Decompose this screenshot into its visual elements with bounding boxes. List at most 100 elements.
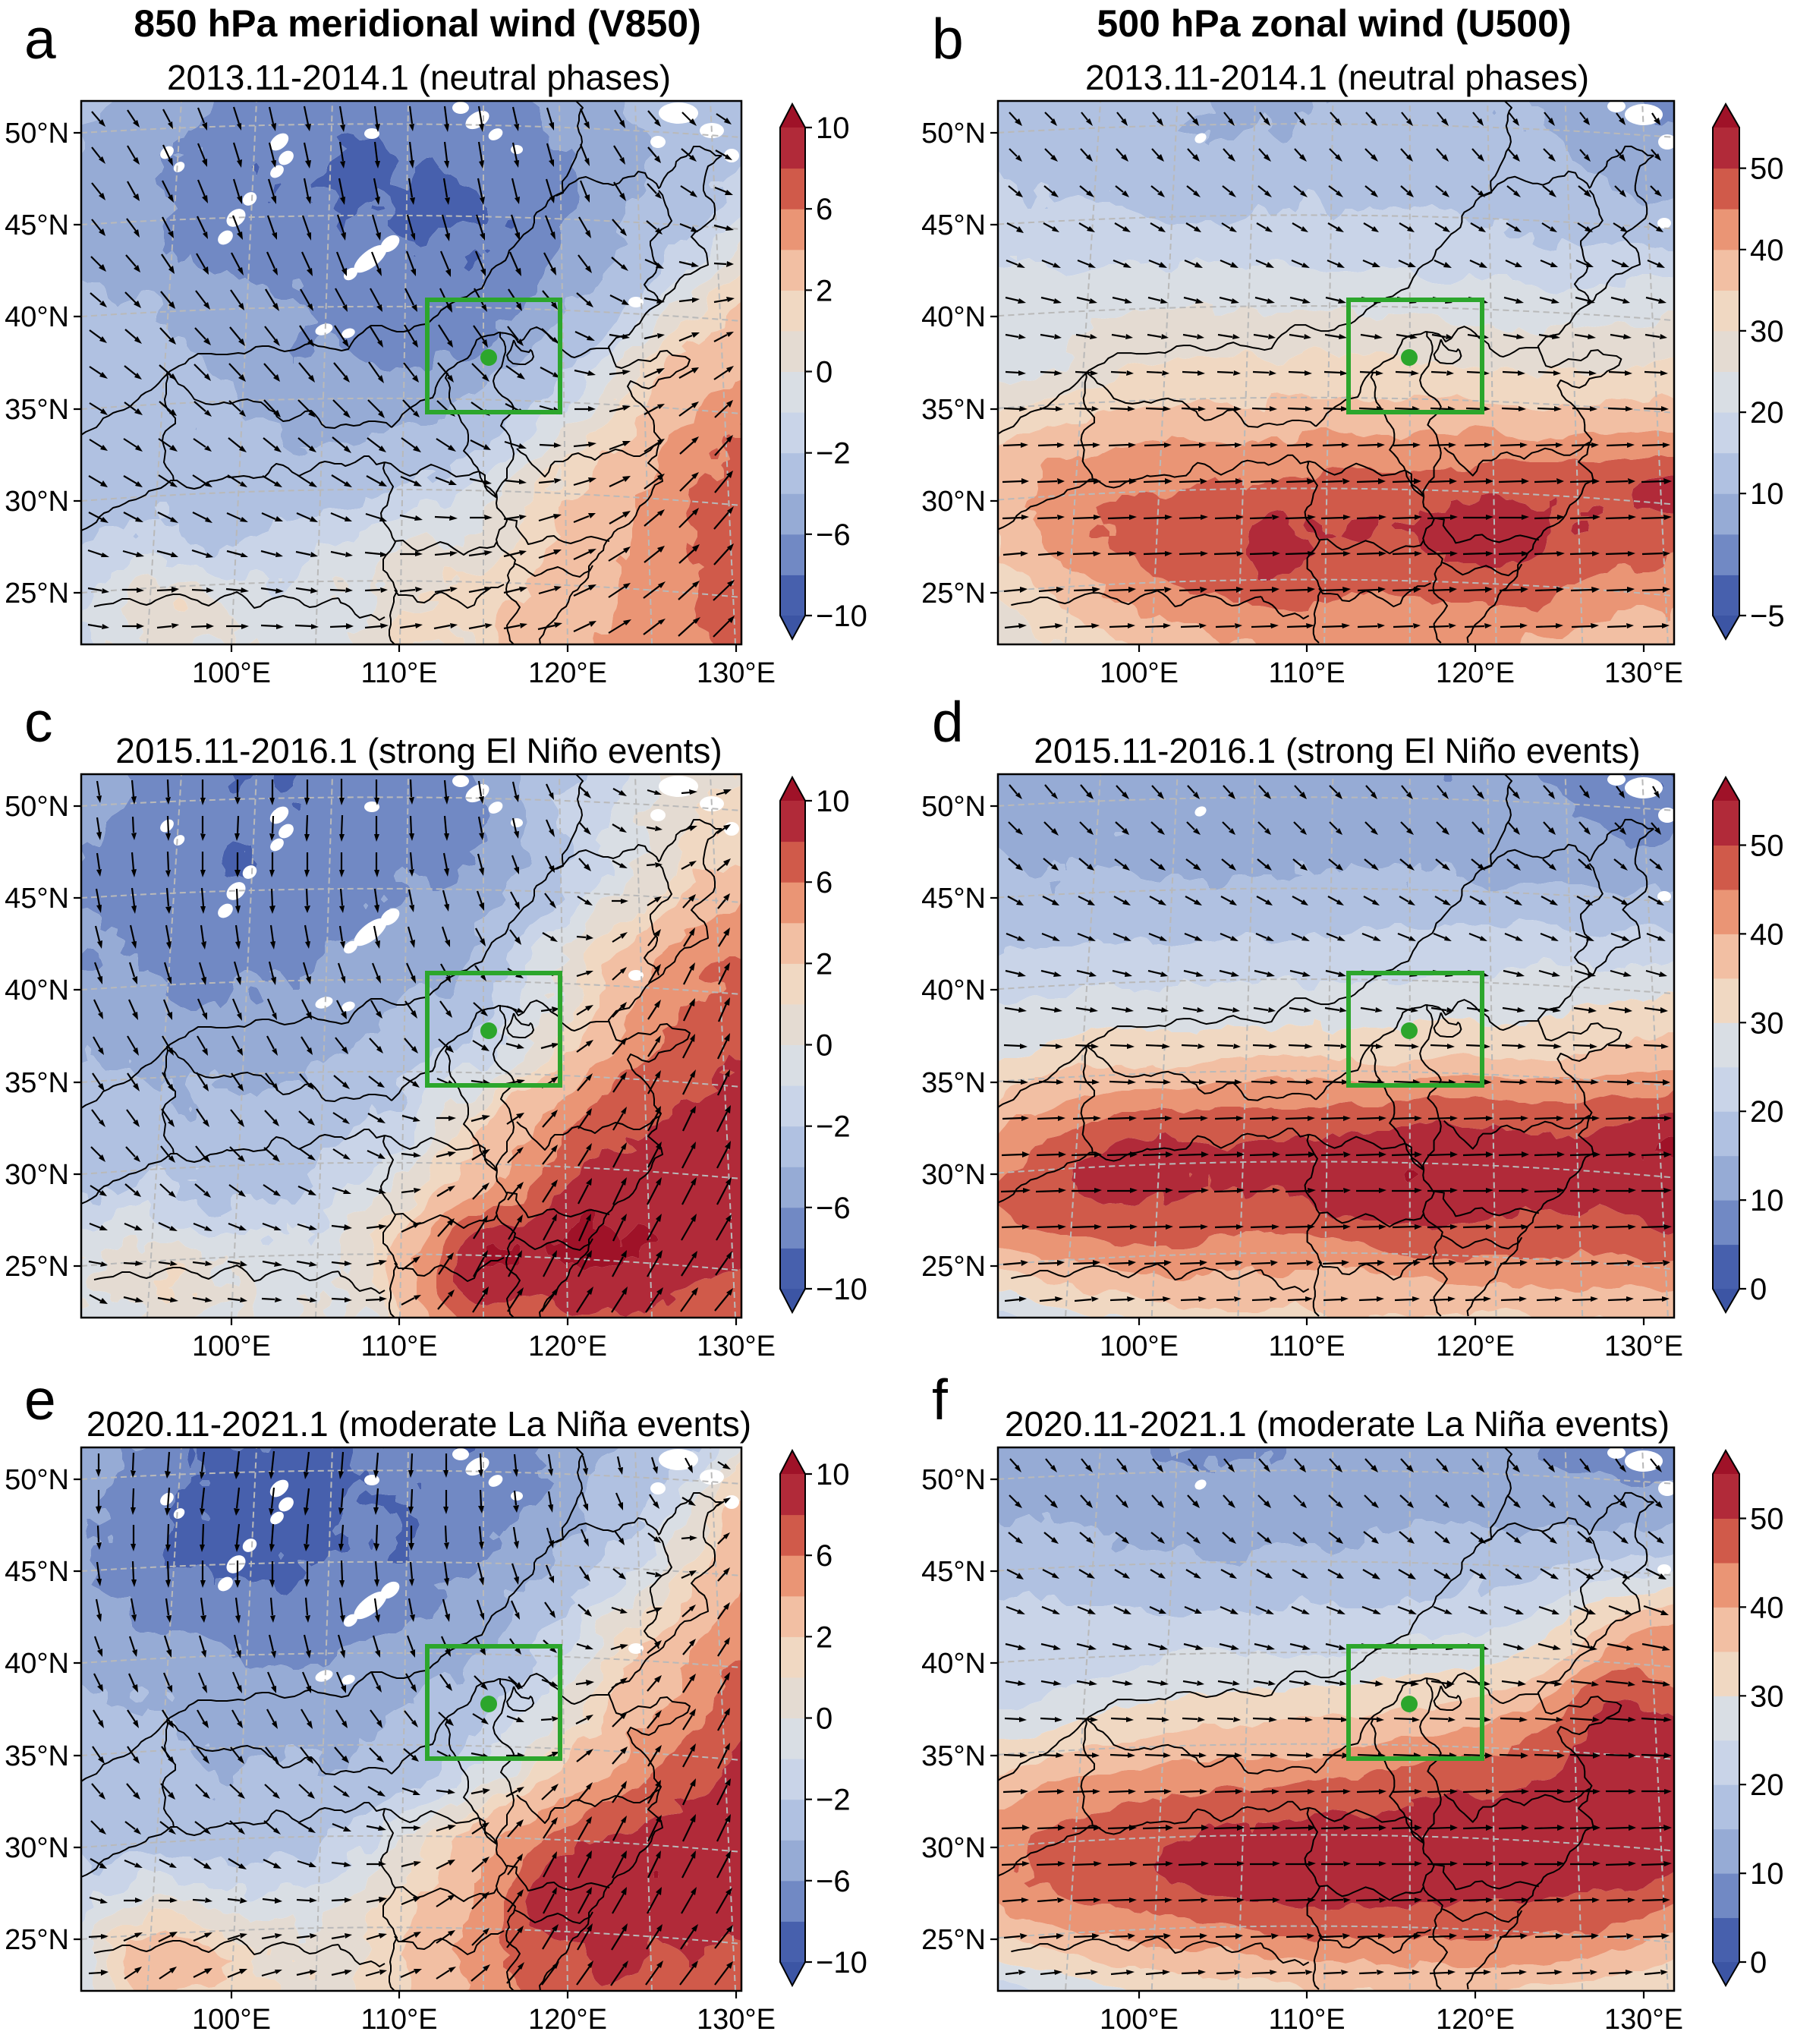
svg-text:−6: −6 xyxy=(816,1192,851,1225)
svg-text:100°E: 100°E xyxy=(192,1331,271,1362)
svg-text:10: 10 xyxy=(816,1458,850,1491)
svg-text:2: 2 xyxy=(816,947,832,981)
svg-text:45°N: 45°N xyxy=(921,883,986,915)
svg-text:40°N: 40°N xyxy=(921,975,986,1006)
svg-text:40°N: 40°N xyxy=(5,301,69,333)
svg-text:2: 2 xyxy=(816,274,832,307)
svg-text:130°E: 130°E xyxy=(697,1331,776,1362)
svg-text:−2: −2 xyxy=(816,437,851,471)
svg-text:35°N: 35°N xyxy=(5,1067,69,1099)
svg-text:0: 0 xyxy=(1750,1946,1767,1979)
svg-text:0: 0 xyxy=(816,356,832,389)
svg-text:110°E: 110°E xyxy=(360,657,437,689)
svg-text:120°E: 120°E xyxy=(1436,657,1515,689)
svg-text:30: 30 xyxy=(1750,1006,1784,1040)
svg-text:−10: −10 xyxy=(816,1946,867,1979)
svg-text:6: 6 xyxy=(816,866,832,899)
svg-text:35°N: 35°N xyxy=(921,1067,986,1099)
svg-text:50: 50 xyxy=(1750,153,1784,186)
svg-text:−10: −10 xyxy=(816,1273,867,1306)
svg-text:120°E: 120°E xyxy=(1436,2004,1515,2036)
svg-text:25°N: 25°N xyxy=(5,1924,69,1956)
svg-text:50°N: 50°N xyxy=(5,791,69,823)
svg-text:35°N: 35°N xyxy=(921,394,986,426)
svg-text:2015.11-2016.1 (strong El Niño: 2015.11-2016.1 (strong El Niño events) xyxy=(115,731,722,770)
svg-text:25°N: 25°N xyxy=(921,1251,986,1283)
svg-text:−5: −5 xyxy=(1750,600,1785,633)
svg-text:30°N: 30°N xyxy=(5,1832,69,1864)
svg-text:0: 0 xyxy=(816,1702,832,1736)
svg-text:6: 6 xyxy=(816,1539,832,1573)
svg-text:2: 2 xyxy=(816,1620,832,1654)
svg-text:2020.11-2021.1 (moderate La Ni: 2020.11-2021.1 (moderate La Niña events) xyxy=(87,1404,751,1444)
svg-text:40: 40 xyxy=(1750,234,1784,267)
svg-text:110°E: 110°E xyxy=(1268,2004,1345,2036)
svg-text:130°E: 130°E xyxy=(1604,657,1683,689)
svg-text:110°E: 110°E xyxy=(1268,657,1345,689)
svg-text:130°E: 130°E xyxy=(697,2004,776,2036)
svg-text:25°N: 25°N xyxy=(921,1924,986,1956)
svg-text:2015.11-2016.1 (strong El Niño: 2015.11-2016.1 (strong El Niño events) xyxy=(1034,731,1641,770)
svg-text:30: 30 xyxy=(1750,315,1784,348)
svg-text:50: 50 xyxy=(1750,1503,1784,1536)
svg-text:40°N: 40°N xyxy=(5,1648,69,1680)
svg-text:−10: −10 xyxy=(816,600,867,633)
svg-text:10: 10 xyxy=(1750,1857,1784,1891)
svg-text:f: f xyxy=(932,1368,948,1431)
svg-text:25°N: 25°N xyxy=(5,578,69,609)
svg-text:45°N: 45°N xyxy=(5,883,69,915)
svg-text:100°E: 100°E xyxy=(1100,2004,1179,2036)
svg-text:120°E: 120°E xyxy=(528,657,607,689)
svg-text:850 hPa meridional wind (V850): 850 hPa meridional wind (V850) xyxy=(134,2,700,45)
svg-text:130°E: 130°E xyxy=(1604,1331,1683,1362)
svg-text:10: 10 xyxy=(1750,477,1784,511)
svg-text:10: 10 xyxy=(816,785,850,818)
svg-text:100°E: 100°E xyxy=(192,2004,271,2036)
svg-text:−2: −2 xyxy=(816,1110,851,1144)
svg-text:0: 0 xyxy=(816,1029,832,1063)
svg-text:40: 40 xyxy=(1750,1591,1784,1624)
svg-text:c: c xyxy=(24,690,53,754)
svg-text:10: 10 xyxy=(1750,1184,1784,1217)
svg-text:30: 30 xyxy=(1750,1680,1784,1713)
svg-text:b: b xyxy=(932,7,964,71)
svg-text:130°E: 130°E xyxy=(697,657,776,689)
svg-text:25°N: 25°N xyxy=(921,578,986,609)
svg-text:50°N: 50°N xyxy=(5,118,69,150)
svg-text:20: 20 xyxy=(1750,1095,1784,1129)
svg-text:d: d xyxy=(932,690,964,754)
svg-text:40°N: 40°N xyxy=(921,301,986,333)
svg-text:40°N: 40°N xyxy=(921,1648,986,1680)
svg-text:30°N: 30°N xyxy=(921,1832,986,1864)
svg-text:30°N: 30°N xyxy=(921,1159,986,1191)
svg-text:50: 50 xyxy=(1750,830,1784,863)
svg-text:120°E: 120°E xyxy=(528,2004,607,2036)
svg-text:120°E: 120°E xyxy=(528,1331,607,1362)
svg-text:20: 20 xyxy=(1750,396,1784,430)
svg-text:a: a xyxy=(24,7,56,71)
svg-text:e: e xyxy=(24,1368,56,1431)
svg-text:35°N: 35°N xyxy=(5,1740,69,1772)
svg-text:40°N: 40°N xyxy=(5,975,69,1006)
svg-text:50°N: 50°N xyxy=(921,791,986,823)
svg-text:25°N: 25°N xyxy=(5,1251,69,1283)
svg-text:130°E: 130°E xyxy=(1604,2004,1683,2036)
svg-text:110°E: 110°E xyxy=(1268,1331,1345,1362)
svg-text:50°N: 50°N xyxy=(5,1464,69,1496)
svg-text:110°E: 110°E xyxy=(360,2004,437,2036)
svg-text:45°N: 45°N xyxy=(5,209,69,241)
svg-text:45°N: 45°N xyxy=(5,1556,69,1588)
svg-text:100°E: 100°E xyxy=(192,657,271,689)
svg-text:2013.11-2014.1 (neutral phases: 2013.11-2014.1 (neutral phases) xyxy=(1085,58,1589,97)
svg-text:2020.11-2021.1 (moderate La Ni: 2020.11-2021.1 (moderate La Niña events) xyxy=(1005,1404,1670,1444)
svg-text:−6: −6 xyxy=(816,518,851,552)
svg-text:50°N: 50°N xyxy=(921,1464,986,1496)
svg-text:2013.11-2014.1 (neutral phases: 2013.11-2014.1 (neutral phases) xyxy=(167,58,671,97)
svg-text:−6: −6 xyxy=(816,1865,851,1898)
svg-text:6: 6 xyxy=(816,193,832,226)
svg-text:45°N: 45°N xyxy=(921,1556,986,1588)
svg-text:110°E: 110°E xyxy=(360,1331,437,1362)
svg-text:100°E: 100°E xyxy=(1100,657,1179,689)
svg-text:30°N: 30°N xyxy=(5,1159,69,1191)
svg-text:45°N: 45°N xyxy=(921,209,986,241)
